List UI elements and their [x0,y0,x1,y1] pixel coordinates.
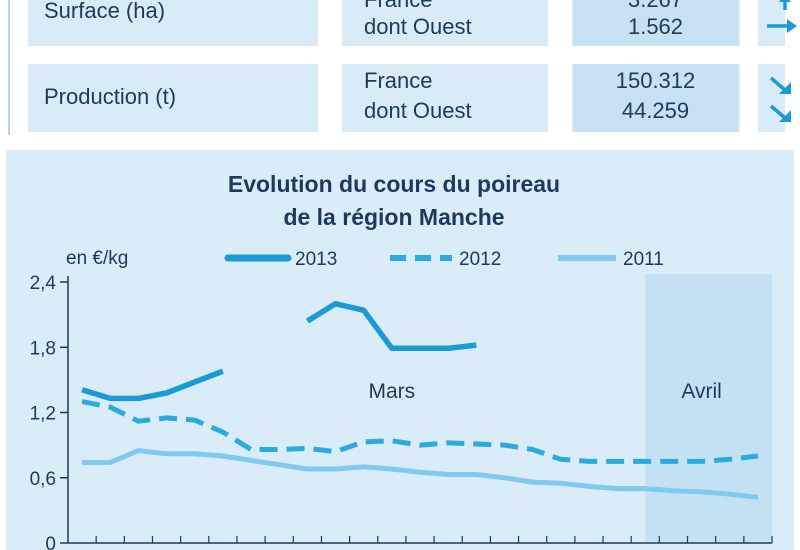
arrow-right-icon [767,19,797,33]
series-line-2012 [81,399,759,464]
row-sub-ouest: dont Ouest [364,98,472,123]
row-label: Surface (ha) [44,0,166,23]
table-row-surface: Surface (ha) France dont Ouest 3.267 1.5… [28,0,797,46]
row-label: Production (t) [44,84,177,109]
series-line-2013 [305,300,477,352]
chart-title-line-2: de la région Manche [283,204,504,230]
trend-icons [767,0,797,33]
table-row-production: Production (t) France dont Ouest 150.312… [28,64,791,132]
table-left-rule [8,0,10,135]
row-values: 150.312 44.259 [573,64,738,132]
row-sub-france: France [364,0,432,14]
stats-table: Surface (ha) France dont Ouest 3.267 1.5… [0,0,800,140]
chart-legend: 2013 2012 2011 [224,249,664,270]
row-value-france: 150.312 [615,68,696,93]
chart-canvas: 0 0,6 1,2 1,8 2,4 Evolution du cours du poir… [30,171,773,550]
row-value-ouest: 1.562 [627,14,684,39]
row-sub-france: France [364,68,433,93]
row-value-ouest: 44.259 [621,98,690,123]
y-tick-label: 0 [45,534,56,550]
chart-title-line-1: Evolution du cours du poireau [228,171,560,197]
price-chart: 0 0,6 1,2 1,8 2,4 Evolution du cours du poir… [6,150,794,550]
series-line-2011 [82,448,759,500]
avril-shaded-band [645,274,772,543]
row-value-france: 3.267 [573,0,738,14]
series-line-2013 [81,368,224,402]
arrow-down-right-icon [769,104,791,122]
y-tick-label: 0,6 [30,469,56,490]
y-tick-label: 1,8 [30,338,56,359]
legend-label-2013: 2013 [295,249,337,270]
legend-label-2011: 2011 [623,249,664,270]
trend-icons [769,76,791,122]
annotation-avril: Avril [681,380,721,403]
row-values: 3.267 1.562 [573,0,738,46]
annotation-mars: Mars [369,380,416,403]
legend-label-2012: 2012 [459,249,501,270]
arrow-down-right-icon [769,76,791,94]
arrow-up-icon [779,0,791,10]
y-axis-label: en €/kg [66,248,128,269]
y-tick-label: 1,2 [30,404,56,425]
y-tick-label: 2,4 [30,273,57,294]
row-sub-ouest: dont Ouest [364,14,472,39]
